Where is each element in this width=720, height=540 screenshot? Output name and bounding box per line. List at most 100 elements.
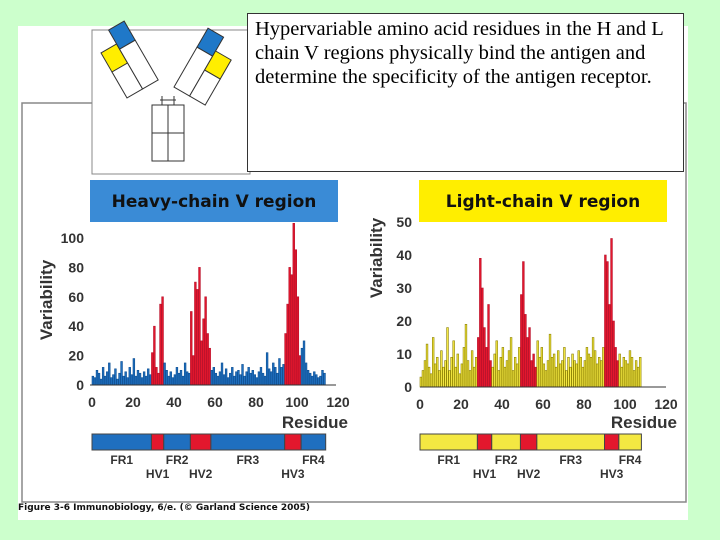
light-bar (559, 363, 562, 388)
heavy-bar (108, 362, 111, 386)
light-bar (608, 304, 611, 388)
heavy-region-label: HV3 (281, 467, 305, 481)
heavy-bar (245, 371, 248, 386)
light-bar (448, 370, 451, 388)
light-bar (518, 347, 521, 388)
heavy-bar (311, 375, 314, 386)
light-bar (571, 353, 574, 388)
heavy-region-segment (210, 433, 286, 451)
heavy-bar (315, 374, 318, 386)
light-y-tick-label: 0 (404, 379, 412, 395)
light-x-tick-label: 40 (494, 396, 510, 412)
light-bar (639, 356, 642, 388)
heavy-bar (149, 374, 152, 386)
heavy-bar (140, 377, 144, 386)
heavy-y-tick-label: 60 (68, 289, 84, 305)
light-bar (472, 366, 476, 388)
heavy-bar (218, 371, 222, 386)
heavy-region-segment (189, 433, 212, 451)
light-bar (427, 366, 431, 388)
heavy-region-label: HV2 (189, 467, 213, 481)
light-bar (460, 363, 464, 388)
light-bar (497, 370, 500, 388)
light-bar (499, 356, 503, 388)
light-bar (516, 363, 519, 388)
heavy-bar (93, 377, 97, 386)
heavy-bar (130, 374, 133, 386)
light-bar (569, 366, 572, 388)
heavy-bar (186, 371, 189, 386)
heavy-chain-x-ticks: 0 20 40 60 80 100 120 (88, 394, 350, 410)
light-bar (444, 360, 447, 388)
heavy-bar (95, 369, 99, 386)
light-y-tick-label: 30 (396, 280, 412, 296)
light-bar (538, 356, 541, 388)
heavy-bar (145, 375, 148, 386)
caption-copyright: © Garland Science 2005) (183, 503, 311, 513)
heavy-x-tick-label: 20 (125, 394, 141, 410)
heavy-region-label: FR3 (236, 453, 259, 467)
heavy-bar (106, 371, 109, 386)
heavy-bar (265, 352, 269, 386)
heavy-bar (206, 333, 209, 386)
light-region-segment (519, 433, 538, 451)
heavy-bar (165, 369, 168, 386)
light-bar (466, 360, 470, 388)
heavy-bar (220, 362, 224, 386)
heavy-region-label: FR1 (110, 453, 133, 467)
heavy-bar (278, 358, 281, 386)
heavy-x-tick-label: 0 (88, 394, 96, 410)
heavy-bar (155, 367, 158, 386)
heavy-x-tick-label: 120 (326, 394, 350, 410)
light-region-label: FR2 (495, 453, 518, 467)
heavy-bar (317, 377, 320, 386)
heavy-y-tick-label: 80 (68, 259, 84, 275)
light-bar (470, 350, 474, 388)
light-bar (548, 333, 552, 388)
heavy-y-tick-label: 100 (61, 230, 85, 246)
light-bar (595, 363, 599, 388)
heavy-region-segment (300, 433, 327, 451)
light-bar (591, 337, 595, 388)
heavy-bar (188, 372, 191, 386)
light-bar (544, 370, 548, 388)
heavy-bar (118, 372, 121, 386)
heavy-bar (267, 368, 271, 386)
heavy-bar (161, 296, 164, 386)
light-bar (462, 347, 466, 388)
light-bar (579, 356, 582, 388)
light-region-label: HV1 (473, 467, 497, 481)
heavy-bar (235, 371, 238, 386)
heavy-bar (298, 355, 302, 386)
heavy-bar (212, 367, 215, 386)
light-bar (425, 343, 429, 388)
heavy-bar (196, 289, 199, 386)
heavy-bar (126, 377, 129, 386)
light-bar (536, 340, 539, 388)
light-bar (483, 327, 486, 388)
light-bar (550, 356, 554, 388)
heavy-bar (159, 303, 162, 386)
heavy-bar (181, 375, 185, 386)
heavy-bar (222, 374, 226, 386)
heavy-bar (153, 325, 156, 386)
light-chain-bars (419, 238, 642, 388)
heavy-bar (167, 375, 170, 386)
light-y-tick-label: 10 (396, 346, 412, 362)
antibody-right-arm (173, 27, 232, 106)
light-bar (438, 370, 441, 388)
light-bar (581, 366, 585, 388)
light-bar (624, 360, 628, 388)
light-bar (501, 347, 505, 388)
heavy-bar (192, 355, 195, 386)
heavy-bar (116, 378, 119, 386)
light-bar (589, 356, 593, 388)
light-y-tick-label: 50 (396, 214, 412, 230)
light-chain-x-axis-label: Residue (611, 413, 677, 432)
heavy-bar (132, 358, 136, 386)
light-bar (524, 314, 527, 388)
heavy-bar (110, 377, 113, 386)
light-bar (419, 376, 423, 388)
light-region-segment (536, 433, 605, 451)
